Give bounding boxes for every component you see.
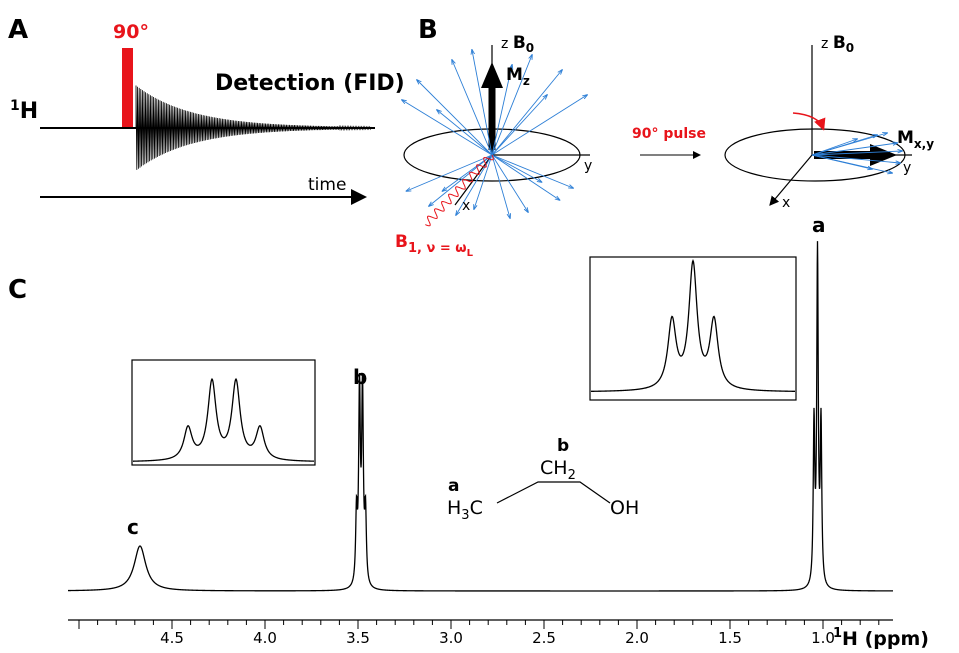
- inset-quartet: [132, 377, 315, 462]
- spin-vector: [491, 154, 528, 212]
- rotating-frame-after: [724, 45, 912, 206]
- spin-vector: [429, 154, 493, 206]
- axis-title: 1H (ppm): [833, 626, 929, 650]
- axis-label: x: [782, 195, 790, 211]
- fid: [135, 85, 372, 170]
- spin-vector: [417, 80, 493, 156]
- axis-label: y: [903, 160, 911, 176]
- peak-label: b: [353, 365, 367, 389]
- spin-vector: [491, 154, 560, 200]
- inset-triplet: [591, 258, 795, 392]
- axis-label: y: [584, 158, 592, 174]
- svg-text:OH: OH: [610, 497, 639, 519]
- tick-label: 4.0: [253, 629, 277, 647]
- spin-vector: [474, 154, 493, 209]
- time-label: time: [308, 175, 346, 195]
- x-ticks: 4.5 4.0 3.5 3.0 2.5 2.0 1.5 1.0: [78, 620, 880, 647]
- panel-label: B: [418, 15, 438, 45]
- svg-text:b: b: [557, 436, 569, 456]
- axis-label: z B0: [821, 33, 854, 55]
- spin-vector: [811, 154, 900, 163]
- molecule: a H3C b CH2 OH: [447, 436, 639, 523]
- spin-vector: [491, 70, 562, 156]
- svg-text:CH2: CH2: [540, 457, 576, 483]
- tick-label: 1.0: [811, 629, 835, 647]
- spin-vector: [491, 154, 510, 218]
- peak-label: a: [812, 213, 826, 237]
- spin-vector: [811, 151, 902, 156]
- pulse-label: 90°: [113, 21, 149, 43]
- spin-vectors: [811, 133, 902, 173]
- peak-label: c: [127, 515, 139, 539]
- svg-text:a: a: [448, 476, 459, 496]
- nucleus: 1H: [10, 98, 38, 124]
- tick-label: 4.5: [160, 629, 184, 647]
- spin-vector: [443, 154, 493, 191]
- spectrum: [68, 241, 893, 592]
- spin-vector: [472, 50, 493, 156]
- axis-label: z B0: [501, 33, 534, 55]
- spin-vector: [491, 95, 587, 156]
- panel-label: A: [8, 15, 28, 45]
- spin-vector: [407, 154, 493, 191]
- spin-vector: [811, 143, 897, 156]
- spin-vector: [452, 60, 493, 156]
- pulse-label: 90° pulse: [632, 126, 706, 142]
- tick-label: 2.0: [625, 629, 649, 647]
- spin-vector: [491, 154, 542, 182]
- spin-vector: [491, 65, 512, 156]
- spin-vector: [811, 135, 877, 156]
- spin-vector: [491, 95, 547, 156]
- svg-text:H3C: H3C: [447, 497, 483, 523]
- pulse-bar: [122, 48, 133, 128]
- inset: [131, 359, 316, 466]
- spin-vector: [491, 55, 532, 156]
- spin-vector: [437, 110, 493, 156]
- axis-label: x: [462, 198, 470, 214]
- magnetization-label: Mz: [506, 65, 530, 88]
- tick-label: 3.5: [346, 629, 370, 647]
- spin-vector: [402, 100, 493, 156]
- spin-vector: [811, 139, 857, 156]
- magnetization-label: Mx,y: [897, 128, 934, 151]
- detection-label: Detection (FID): [215, 71, 405, 96]
- rotating-frame-before: [402, 45, 590, 218]
- tick-label: 2.5: [532, 629, 556, 647]
- rf-wave: [425, 154, 494, 227]
- spin-vector: [811, 154, 872, 169]
- b1-label: B1, ν = ωL: [395, 232, 474, 259]
- tick-label: 1.5: [718, 629, 742, 647]
- panel-label: C: [8, 275, 27, 305]
- inset: [589, 256, 797, 401]
- tick-label: 3.0: [439, 629, 463, 647]
- spin-vector: [491, 154, 573, 188]
